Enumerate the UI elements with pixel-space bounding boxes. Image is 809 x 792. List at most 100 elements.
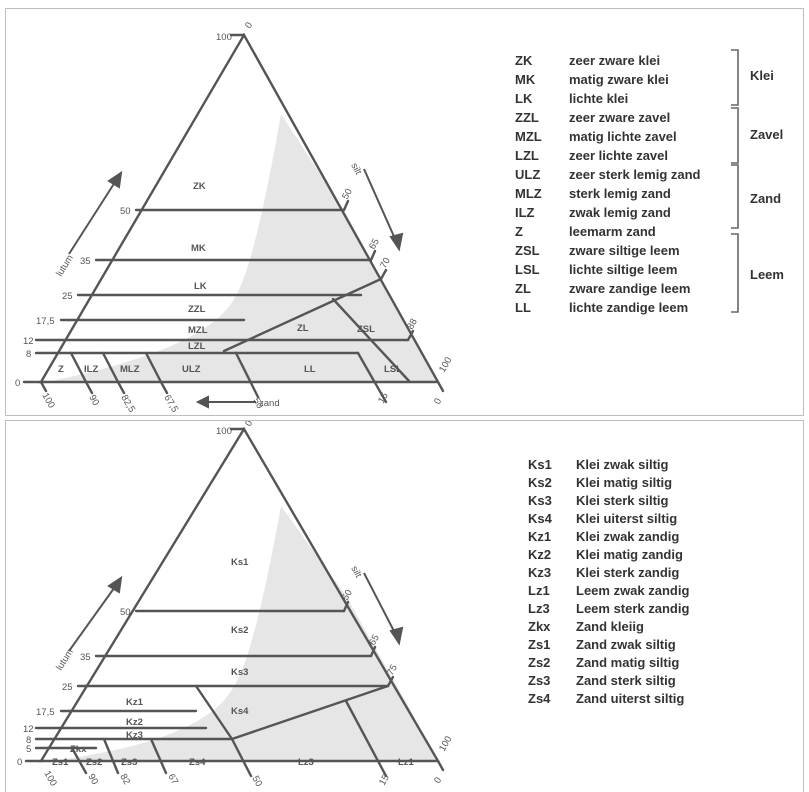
legend-desc: sterk lemig zand bbox=[569, 186, 671, 201]
region-label: Zs3 bbox=[121, 757, 137, 768]
tick-zand-100 bbox=[39, 380, 48, 393]
legend-code: Kz1 bbox=[528, 529, 552, 544]
silt-arrow-head bbox=[389, 232, 404, 252]
shaded-silt-band bbox=[51, 114, 436, 381]
region-label: Ks2 bbox=[231, 625, 248, 636]
region-label: ULZ bbox=[182, 364, 201, 375]
silt-arrow bbox=[363, 168, 397, 242]
tick-label-lutum-8: 8 bbox=[26, 349, 31, 360]
line-lz-boundary bbox=[344, 699, 388, 778]
legend-code: LZL bbox=[515, 148, 539, 163]
region-label: ILZ bbox=[84, 364, 98, 375]
line-zand-50 bbox=[234, 351, 260, 399]
axis-name-zand: zand bbox=[259, 398, 280, 409]
legend-desc: lichte zandige leem bbox=[569, 300, 689, 315]
tick-label-lutum-50: 50 bbox=[120, 206, 131, 217]
region-label: Lz1 bbox=[398, 757, 415, 768]
region-label: Kz2 bbox=[126, 717, 143, 728]
tick-label-silt-88: 88 bbox=[405, 317, 420, 332]
tick-label-zand-100: 100 bbox=[41, 769, 58, 788]
legend-desc: zeer lichte zavel bbox=[569, 148, 668, 163]
legend-desc: lichte klei bbox=[569, 91, 629, 106]
lutum-arrow-head bbox=[107, 170, 123, 189]
legend-desc: Zand sterk siltig bbox=[576, 673, 676, 688]
legend-desc: zeer zware klei bbox=[569, 53, 661, 68]
legend-desc: Klei sterk zandig bbox=[576, 565, 680, 580]
tick-label-zand-50: 50 bbox=[250, 396, 265, 411]
line-leem-boundary bbox=[222, 277, 383, 353]
legend-code: Ks3 bbox=[528, 493, 552, 508]
region-label: ZL bbox=[297, 323, 309, 334]
tick-label-zand-15: 15 bbox=[377, 773, 392, 788]
line-zand-15 bbox=[356, 351, 388, 404]
line-leem-boundary bbox=[230, 684, 390, 741]
tick-right-50 bbox=[342, 600, 350, 613]
legend-desc: Zand zwak siltig bbox=[576, 637, 676, 652]
legend-desc: Klei sterk siltig bbox=[576, 493, 669, 508]
region-label: Lz3 bbox=[298, 757, 314, 768]
tick-right-65 bbox=[369, 645, 377, 658]
legend-code: LL bbox=[515, 300, 531, 315]
tick-label-zand-67: 67 bbox=[165, 772, 180, 787]
line-zand-82 bbox=[102, 737, 120, 775]
tick-right-50 bbox=[342, 199, 350, 212]
region-label: Ks1 bbox=[231, 557, 249, 568]
legend-desc: zware siltige leem bbox=[569, 243, 680, 258]
tick-label-zand-50: 50 bbox=[249, 774, 264, 789]
region-label: Kz1 bbox=[126, 697, 144, 708]
line-zsl-boundary bbox=[331, 297, 411, 383]
legend-desc: leemarm zand bbox=[569, 224, 656, 239]
region-label: ZSL bbox=[357, 324, 375, 335]
region-label: LL bbox=[304, 364, 316, 375]
shaded-silt-band bbox=[51, 506, 436, 761]
legend-code: Zkx bbox=[528, 619, 551, 634]
line-zand-67 bbox=[149, 737, 168, 775]
bottom-triangle-panel: 100 0 50 35 25 17,5 12 8 5 0 50 65 75 10… bbox=[5, 420, 804, 792]
line-kz-boundary bbox=[194, 684, 234, 741]
region-label: Zs4 bbox=[189, 757, 206, 768]
tick-label-silt-75: 75 bbox=[385, 663, 400, 678]
legend-desc: zware zandige leem bbox=[569, 281, 691, 296]
tick-label-right-0: 0 bbox=[432, 396, 444, 406]
legend-desc: zwak lemig zand bbox=[569, 205, 671, 220]
tick-label-apex-0: 0 bbox=[243, 20, 255, 30]
legend-code: ULZ bbox=[515, 167, 541, 182]
silt-arrow bbox=[363, 572, 397, 636]
legend-desc: zeer sterk lemig zand bbox=[569, 167, 701, 182]
legend-code: LK bbox=[515, 91, 533, 106]
legend-desc: Klei zwak zandig bbox=[576, 529, 680, 544]
tick-label-lutum-17_5: 17,5 bbox=[36, 316, 55, 327]
legend-desc: Zand kleiig bbox=[576, 619, 644, 634]
tick-label-silt-65: 65 bbox=[367, 237, 382, 252]
legend-code: Kz2 bbox=[528, 547, 552, 562]
line-zand-67_5 bbox=[144, 351, 163, 384]
tick-label-lutum-100: 100 bbox=[216, 426, 232, 437]
region-label: MZL bbox=[188, 325, 208, 336]
legend-code: Lz1 bbox=[528, 583, 550, 598]
tick-label-lutum-35: 35 bbox=[80, 256, 91, 267]
tick-label-silt-70: 70 bbox=[378, 256, 393, 271]
silt-arrow-head bbox=[389, 626, 404, 646]
tick-label-zand-100: 100 bbox=[39, 391, 56, 410]
region-label: Kz3 bbox=[126, 730, 143, 741]
tick-label-right-0: 0 bbox=[432, 775, 444, 785]
tick-label-zand-67_5: 67,5 bbox=[161, 393, 180, 415]
tick-label-lutum-50: 50 bbox=[120, 607, 131, 618]
tick-label-silt-50: 50 bbox=[340, 588, 355, 603]
legend-code: ILZ bbox=[515, 205, 535, 220]
top-triangle-diagram: 100 0 50 35 25 17,5 12 8 0 50 65 70 88 1… bbox=[15, 20, 455, 415]
tick-right-end bbox=[436, 380, 445, 393]
line-zand-82_5 bbox=[101, 351, 120, 384]
legend-desc: lichte siltige leem bbox=[569, 262, 678, 277]
region-label: Ks3 bbox=[231, 667, 248, 678]
legend-desc: matig zware klei bbox=[569, 72, 669, 87]
legend-code: Lz3 bbox=[528, 601, 550, 616]
tick-zand-82_5 bbox=[116, 380, 126, 395]
legend-code: Zs2 bbox=[528, 655, 551, 670]
legend-desc: Leem sterk zandig bbox=[576, 601, 690, 616]
line-zand-50 bbox=[230, 737, 253, 778]
region-label: ZK bbox=[193, 181, 206, 192]
tick-label-zand-90: 90 bbox=[85, 772, 100, 787]
lutum-arrow-head bbox=[107, 575, 123, 594]
tick-label-lutum-25: 25 bbox=[62, 291, 73, 302]
